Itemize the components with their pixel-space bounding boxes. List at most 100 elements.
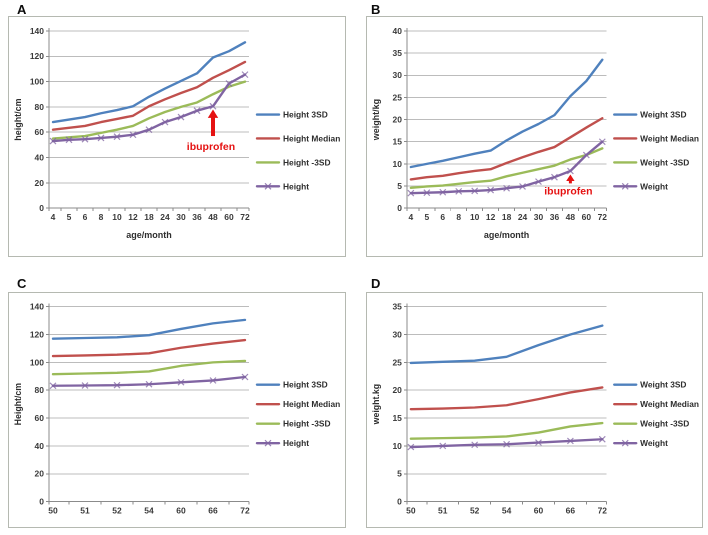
svg-text:50: 50 bbox=[48, 505, 58, 515]
svg-text:4: 4 bbox=[51, 212, 56, 222]
svg-text:66: 66 bbox=[208, 505, 218, 515]
svg-text:24: 24 bbox=[160, 212, 170, 222]
svg-text:54: 54 bbox=[502, 505, 512, 515]
svg-text:Height -3SD: Height -3SD bbox=[283, 157, 331, 167]
svg-text:10: 10 bbox=[112, 212, 122, 222]
svg-text:72: 72 bbox=[240, 212, 250, 222]
svg-text:72: 72 bbox=[598, 212, 608, 222]
svg-text:Weight -3SD: Weight -3SD bbox=[640, 157, 689, 167]
panel-a: A 0 20 40 60 80 100 120 140 4 5 6 8 10 12 18 24 30 36 48 60… bbox=[0, 0, 354, 267]
svg-text:5: 5 bbox=[397, 469, 402, 479]
svg-text:5: 5 bbox=[67, 212, 72, 222]
svg-text:50: 50 bbox=[406, 505, 416, 515]
svg-text:Weight 3SD: Weight 3SD bbox=[640, 381, 686, 390]
svg-text:12: 12 bbox=[486, 212, 496, 222]
svg-text:10: 10 bbox=[392, 159, 402, 169]
svg-text:Weight: Weight bbox=[640, 439, 668, 448]
svg-text:Height/cm: Height/cm bbox=[13, 383, 23, 425]
svg-text:Height -3SD: Height -3SD bbox=[283, 419, 331, 429]
svg-text:60: 60 bbox=[582, 212, 592, 222]
svg-text:30: 30 bbox=[392, 70, 402, 80]
svg-text:10: 10 bbox=[470, 212, 480, 222]
svg-text:Weight 3SD: Weight 3SD bbox=[640, 110, 686, 120]
svg-text:Height Median: Height Median bbox=[283, 133, 340, 143]
svg-text:52: 52 bbox=[470, 505, 480, 515]
svg-text:18: 18 bbox=[144, 212, 154, 222]
svg-text:0: 0 bbox=[39, 203, 44, 213]
svg-text:120: 120 bbox=[30, 51, 44, 61]
svg-text:40: 40 bbox=[35, 441, 45, 451]
svg-text:100: 100 bbox=[30, 357, 44, 367]
panel-a-label: A bbox=[17, 2, 27, 17]
svg-text:0: 0 bbox=[397, 497, 402, 507]
svg-text:35: 35 bbox=[392, 302, 402, 312]
svg-text:60: 60 bbox=[35, 127, 45, 137]
panel-c-chart-box: 0 20 40 60 80 100 120 140 50 51 52 54 60 66 72 Height/c… bbox=[8, 292, 346, 528]
svg-text:Weight: Weight bbox=[640, 181, 668, 191]
svg-text:Height Median: Height Median bbox=[283, 399, 340, 409]
panel-a-chart-box: 0 20 40 60 80 100 120 140 4 5 6 8 10 12 18 24 30 36 48 60 72… bbox=[8, 16, 346, 257]
svg-text:Weight Median: Weight Median bbox=[640, 133, 699, 143]
svg-text:18: 18 bbox=[502, 212, 512, 222]
panel-c: C 0 20 40 60 80 100 120 140 50 51 52 54 60 66 72 Height… bbox=[0, 267, 354, 535]
svg-text:30: 30 bbox=[534, 212, 544, 222]
height-vs-age-chart-a: 0 20 40 60 80 100 120 140 4 5 6 8 10 12 18 24 30 36 48 60 72… bbox=[13, 26, 340, 240]
svg-text:60: 60 bbox=[224, 212, 234, 222]
svg-text:height/cm: height/cm bbox=[13, 98, 23, 140]
svg-text:72: 72 bbox=[240, 505, 250, 515]
panel-d-label: D bbox=[371, 276, 381, 291]
svg-text:25: 25 bbox=[392, 92, 402, 102]
svg-text:48: 48 bbox=[208, 212, 218, 222]
svg-text:Height 3SD: Height 3SD bbox=[283, 380, 328, 390]
svg-text:140: 140 bbox=[30, 26, 44, 36]
panel-b: B 0 5 10 15 20 25 30 35 40 4 5 6 8 10 12 18 24 30 36 48 60 72… bbox=[354, 0, 708, 267]
svg-text:Height 3SD: Height 3SD bbox=[283, 110, 328, 120]
svg-text:age/month: age/month bbox=[484, 230, 529, 240]
height-vs-age-chart-c: 0 20 40 60 80 100 120 140 50 51 52 54 60 66 72 Height/c… bbox=[13, 302, 340, 516]
svg-text:4: 4 bbox=[409, 212, 414, 222]
svg-text:100: 100 bbox=[30, 77, 44, 87]
weight-vs-age-chart-d: 0 5 10 15 20 25 30 35 50 51 52 54 60 66 72 weight.kg Wei… bbox=[371, 302, 699, 516]
panel-d-chart-box: 0 5 10 15 20 25 30 35 50 51 52 54 60 66 72 weight.kg Wei… bbox=[366, 292, 703, 528]
svg-text:8: 8 bbox=[456, 212, 461, 222]
svg-text:15: 15 bbox=[392, 137, 402, 147]
svg-text:0: 0 bbox=[39, 497, 44, 507]
svg-text:51: 51 bbox=[438, 505, 448, 515]
svg-text:51: 51 bbox=[80, 505, 90, 515]
svg-text:Weight -3SD: Weight -3SD bbox=[640, 420, 689, 429]
svg-text:15: 15 bbox=[392, 413, 402, 423]
svg-text:36: 36 bbox=[550, 212, 560, 222]
svg-text:weight/kg: weight/kg bbox=[371, 99, 381, 141]
svg-text:60: 60 bbox=[534, 505, 544, 515]
svg-text:80: 80 bbox=[35, 102, 45, 112]
svg-text:72: 72 bbox=[598, 505, 608, 515]
svg-text:0: 0 bbox=[397, 203, 402, 213]
svg-text:10: 10 bbox=[392, 441, 402, 451]
svg-text:20: 20 bbox=[392, 115, 402, 125]
svg-text:54: 54 bbox=[144, 505, 154, 515]
svg-text:80: 80 bbox=[35, 385, 45, 395]
svg-text:140: 140 bbox=[30, 302, 44, 312]
svg-text:30: 30 bbox=[176, 212, 186, 222]
svg-text:ibuprofen: ibuprofen bbox=[187, 142, 235, 153]
svg-text:6: 6 bbox=[83, 212, 88, 222]
svg-text:40: 40 bbox=[392, 26, 402, 36]
svg-text:25: 25 bbox=[392, 357, 402, 367]
svg-text:52: 52 bbox=[112, 505, 122, 515]
svg-text:6: 6 bbox=[440, 212, 445, 222]
svg-text:35: 35 bbox=[392, 48, 402, 58]
svg-text:12: 12 bbox=[128, 212, 138, 222]
svg-text:20: 20 bbox=[35, 469, 45, 479]
svg-text:weight.kg: weight.kg bbox=[371, 384, 381, 425]
svg-text:Weight Median: Weight Median bbox=[640, 400, 699, 409]
svg-text:Height: Height bbox=[283, 438, 309, 448]
svg-text:ibuprofen: ibuprofen bbox=[544, 186, 592, 197]
svg-text:20: 20 bbox=[35, 178, 45, 188]
svg-text:age/month: age/month bbox=[126, 230, 171, 240]
svg-text:60: 60 bbox=[176, 505, 186, 515]
panel-b-chart-box: 0 5 10 15 20 25 30 35 40 4 5 6 8 10 12 18 24 30 36 48 60 72 we… bbox=[366, 16, 703, 257]
svg-text:120: 120 bbox=[30, 330, 44, 340]
svg-text:30: 30 bbox=[392, 330, 402, 340]
